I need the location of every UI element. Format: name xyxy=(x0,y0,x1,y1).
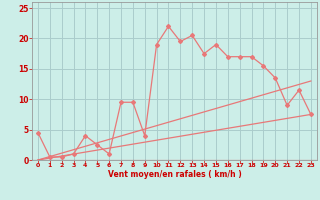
X-axis label: Vent moyen/en rafales ( km/h ): Vent moyen/en rafales ( km/h ) xyxy=(108,170,241,179)
